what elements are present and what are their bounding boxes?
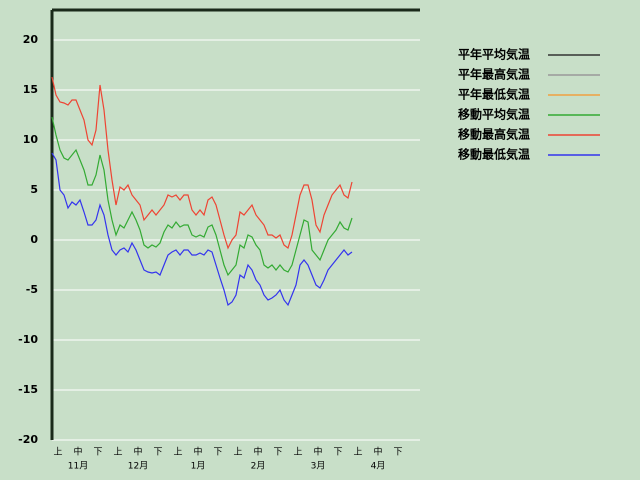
x-tick-label: 上 (233, 447, 242, 458)
y-tick-label: 5 (30, 183, 38, 196)
y-tick-label: 10 (23, 133, 39, 146)
x-tick-label: 中 (73, 446, 82, 458)
x-tick-label: 下 (333, 448, 342, 458)
x-tick-label: 上 (173, 447, 182, 458)
x-tick-label: 中 (253, 446, 262, 458)
x-tick-label: 下 (93, 448, 102, 458)
legend-label: 平年最低気温 (458, 87, 530, 102)
x-tick-label: 上 (113, 447, 122, 458)
x-tick-label: 下 (393, 448, 402, 458)
month-label: 4月 (371, 461, 386, 472)
month-label: 3月 (311, 461, 326, 472)
x-tick-label: 中 (193, 446, 202, 458)
legend-label: 平年平均気温 (458, 47, 530, 62)
month-label: 2月 (251, 461, 266, 472)
x-tick-label: 下 (213, 448, 222, 458)
x-tick-label: 中 (133, 446, 142, 458)
y-tick-label: -20 (18, 433, 38, 446)
data-line (51, 152, 353, 307)
y-tick-label: -5 (26, 283, 38, 296)
x-tick-label: 下 (273, 448, 282, 458)
x-tick-label: 中 (313, 446, 322, 458)
month-label: 12月 (128, 461, 148, 472)
legend-label: 移動平均気温 (458, 107, 530, 122)
x-tick-label: 中 (373, 446, 382, 458)
month-label: 11月 (68, 461, 88, 472)
x-tick-label: 上 (353, 447, 362, 458)
data-line (51, 76, 353, 250)
legend-label: 移動最高気温 (458, 127, 530, 142)
y-tick-label: -15 (18, 383, 38, 396)
y-tick-label: 20 (23, 33, 39, 46)
x-tick-label: 上 (293, 447, 302, 458)
y-tick-label: 15 (23, 83, 38, 96)
x-tick-label: 上 (53, 447, 62, 458)
y-tick-label: 0 (30, 233, 38, 246)
y-tick-label: -10 (18, 333, 38, 346)
x-tick-label: 下 (153, 448, 162, 458)
data-line (51, 116, 353, 277)
month-label: 1月 (191, 461, 206, 472)
legend-label: 移動最低気温 (458, 147, 530, 162)
legend-label: 平年最高気温 (458, 67, 530, 82)
